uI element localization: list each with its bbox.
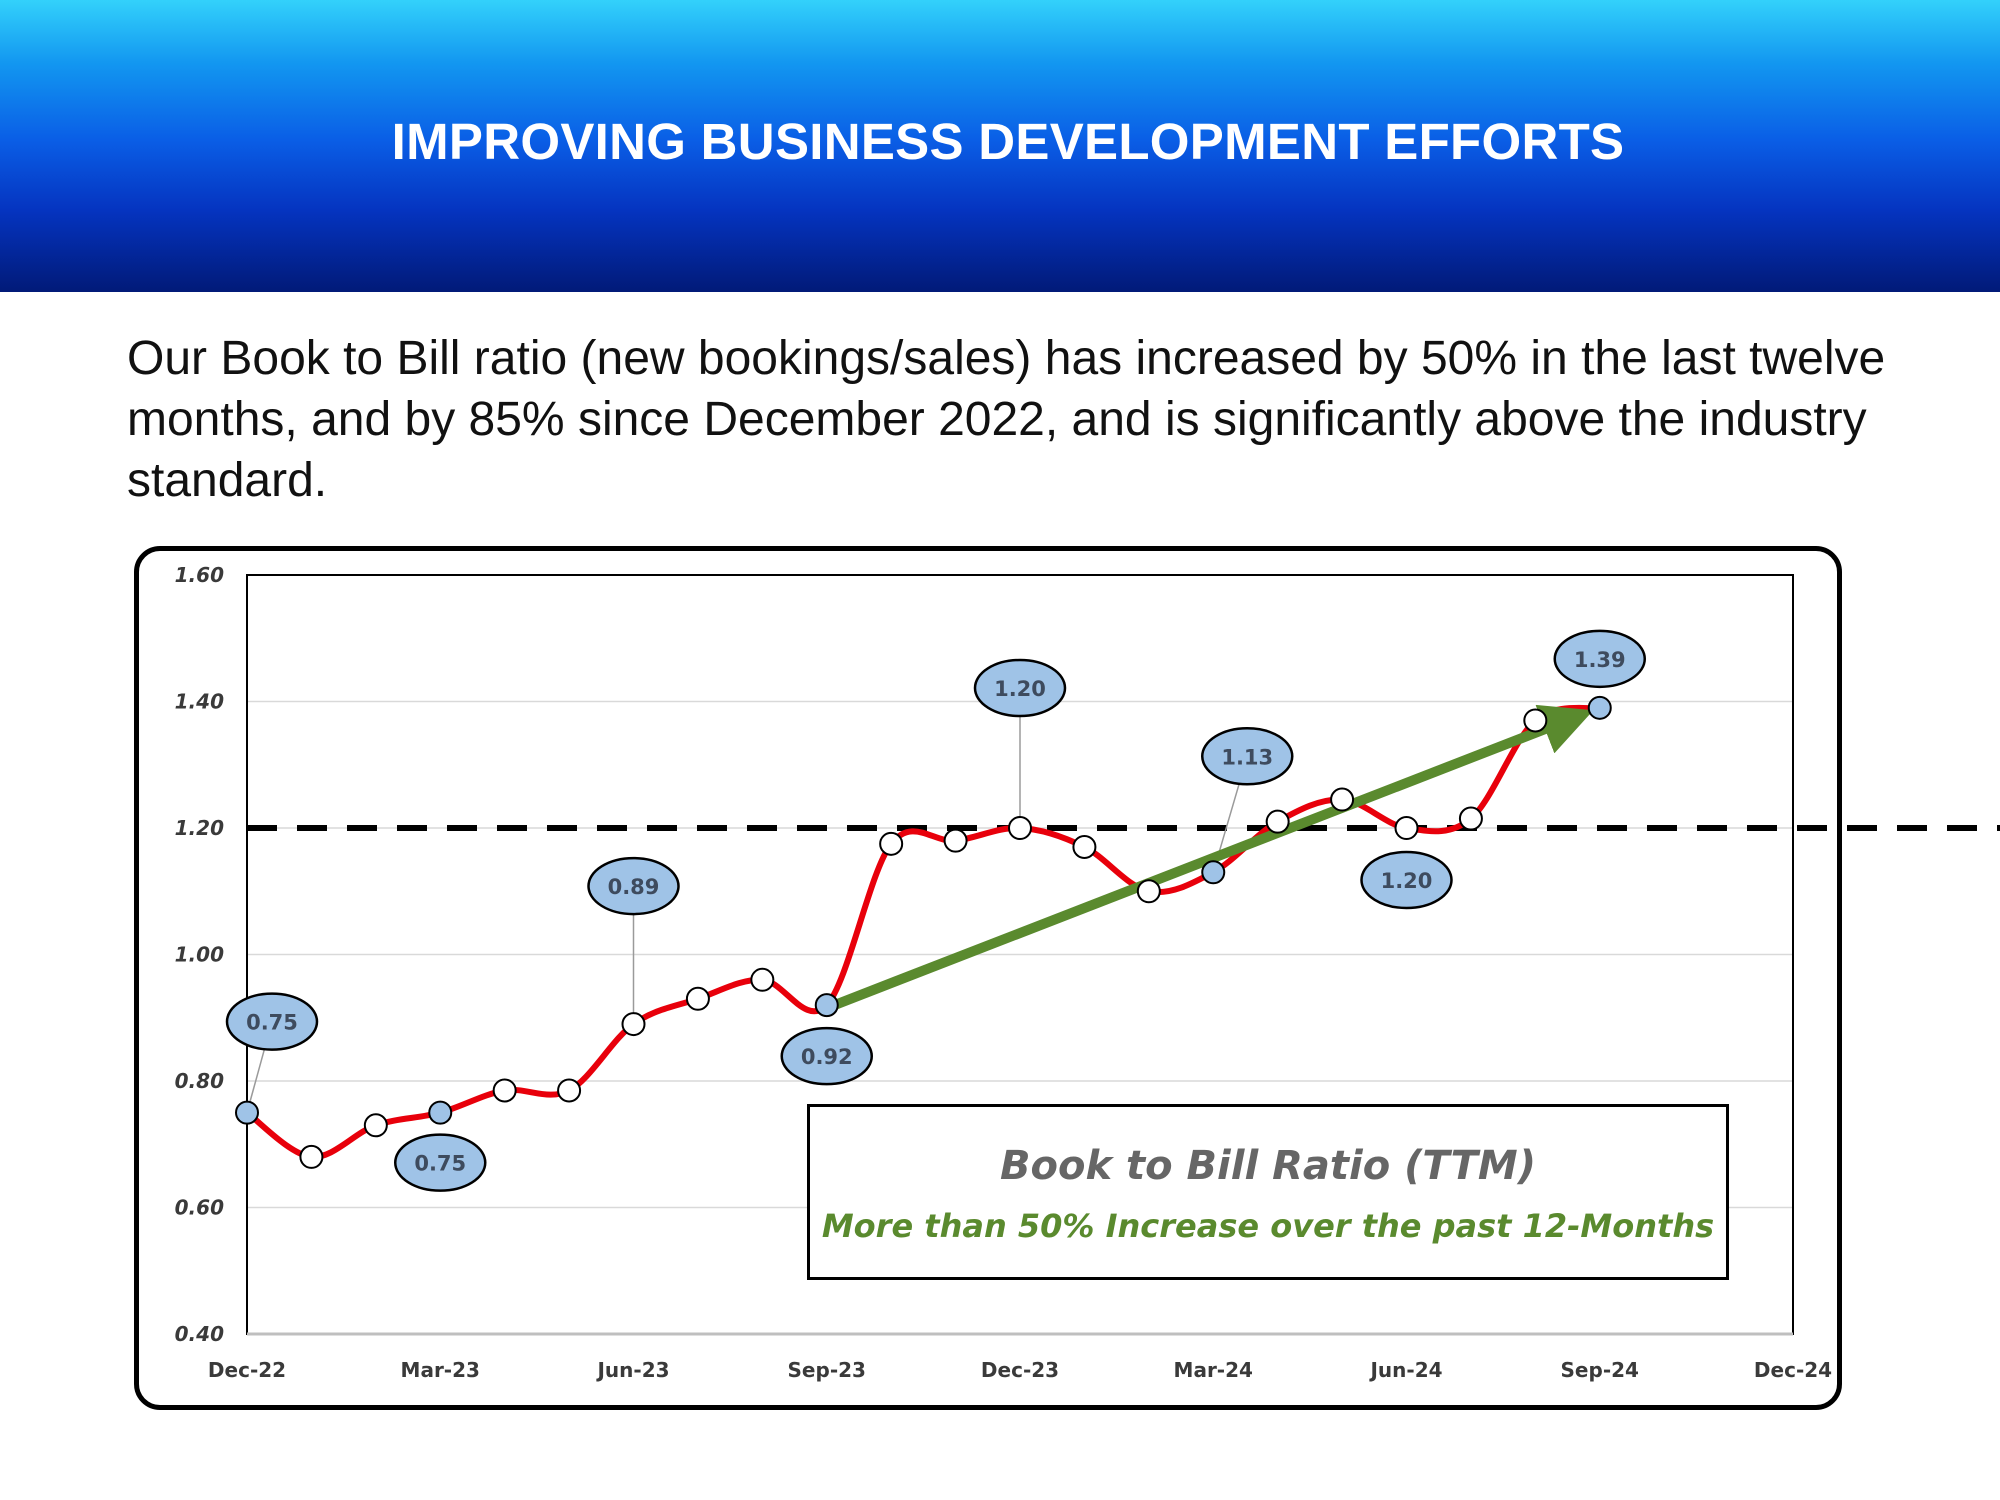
data-point-marker <box>621 1012 646 1037</box>
y-tick-label: 0.60 <box>175 1196 224 1220</box>
callout-bubble <box>1201 727 1294 786</box>
x-tick-label: Dec-24 <box>1754 1358 1832 1382</box>
callout-bubble <box>1360 850 1453 910</box>
x-tick-label: Jun-23 <box>595 1358 669 1382</box>
callout-label: 1.13 <box>1221 745 1273 769</box>
callout-bubble <box>780 1026 873 1086</box>
legend-subtitle: More than 50% Increase over the past 12-… <box>821 1207 1715 1245</box>
callout-label: 1.20 <box>994 677 1046 701</box>
callout-bubble <box>973 658 1067 718</box>
data-point-marker <box>1136 879 1161 904</box>
callout-label: 0.75 <box>246 1011 298 1035</box>
data-point-marker <box>428 1100 453 1125</box>
x-tick-label: Sep-23 <box>788 1358 866 1382</box>
data-point-marker <box>1458 806 1483 831</box>
header-banner: IMPROVING BUSINESS DEVELOPMENT EFFORTS <box>0 0 2000 292</box>
data-point-marker <box>943 828 968 853</box>
series-line <box>245 704 1601 1160</box>
x-tick-label: Dec-22 <box>208 1358 286 1382</box>
data-point-marker <box>492 1078 517 1103</box>
x-tick-label: Mar-23 <box>401 1358 480 1382</box>
data-point-marker <box>1330 787 1355 812</box>
chart-legend-box: Book to Bill Ratio (TTM) More than 50% I… <box>807 1104 1729 1280</box>
y-tick-label: 1.60 <box>175 563 224 587</box>
data-point-marker <box>1265 809 1290 834</box>
trend-arrow <box>824 704 1594 1013</box>
callout-label: 1.20 <box>1381 869 1433 893</box>
callout-bubble <box>587 856 680 916</box>
y-tick-label: 0.40 <box>175 1322 224 1346</box>
data-point-marker <box>363 1113 388 1138</box>
intro-paragraph: Our Book to Bill ratio (new bookings/sal… <box>127 332 1886 507</box>
y-tick-label: 1.00 <box>175 943 224 967</box>
data-point-marker <box>299 1144 324 1169</box>
data-point-marker <box>1201 860 1226 885</box>
data-point-marker <box>1587 695 1612 720</box>
callout-bubble <box>394 1133 487 1192</box>
y-tick-label: 1.40 <box>175 690 224 714</box>
data-point-marker <box>1394 816 1419 840</box>
x-tick-label: Sep-24 <box>1561 1358 1639 1382</box>
data-point-marker <box>235 1100 259 1125</box>
callout-bubble <box>1553 629 1646 689</box>
x-tick-label: Jun-24 <box>1368 1358 1442 1382</box>
data-point-marker <box>557 1078 582 1103</box>
x-tick-label: Dec-23 <box>981 1358 1059 1382</box>
callout-label: 0.75 <box>414 1152 466 1176</box>
data-point-marker <box>750 967 775 992</box>
data-point-marker <box>1523 708 1548 733</box>
callout-label: 0.89 <box>608 875 660 899</box>
page-title: IMPROVING BUSINESS DEVELOPMENT EFFORTS <box>391 113 1625 170</box>
data-point-marker <box>1072 834 1097 859</box>
y-tick-label: 0.80 <box>175 1069 224 1093</box>
y-tick-label: 1.20 <box>175 816 224 840</box>
legend-title: Book to Bill Ratio (TTM) <box>1000 1143 1536 1189</box>
data-point-marker <box>879 831 904 856</box>
callout-label: 1.39 <box>1574 648 1626 672</box>
data-point-marker <box>814 993 839 1018</box>
data-point-marker <box>685 986 710 1011</box>
callout-bubble <box>225 992 319 1051</box>
data-point-marker <box>1008 816 1032 840</box>
x-tick-label: Mar-24 <box>1174 1358 1253 1382</box>
callout-label: 0.92 <box>801 1045 853 1069</box>
